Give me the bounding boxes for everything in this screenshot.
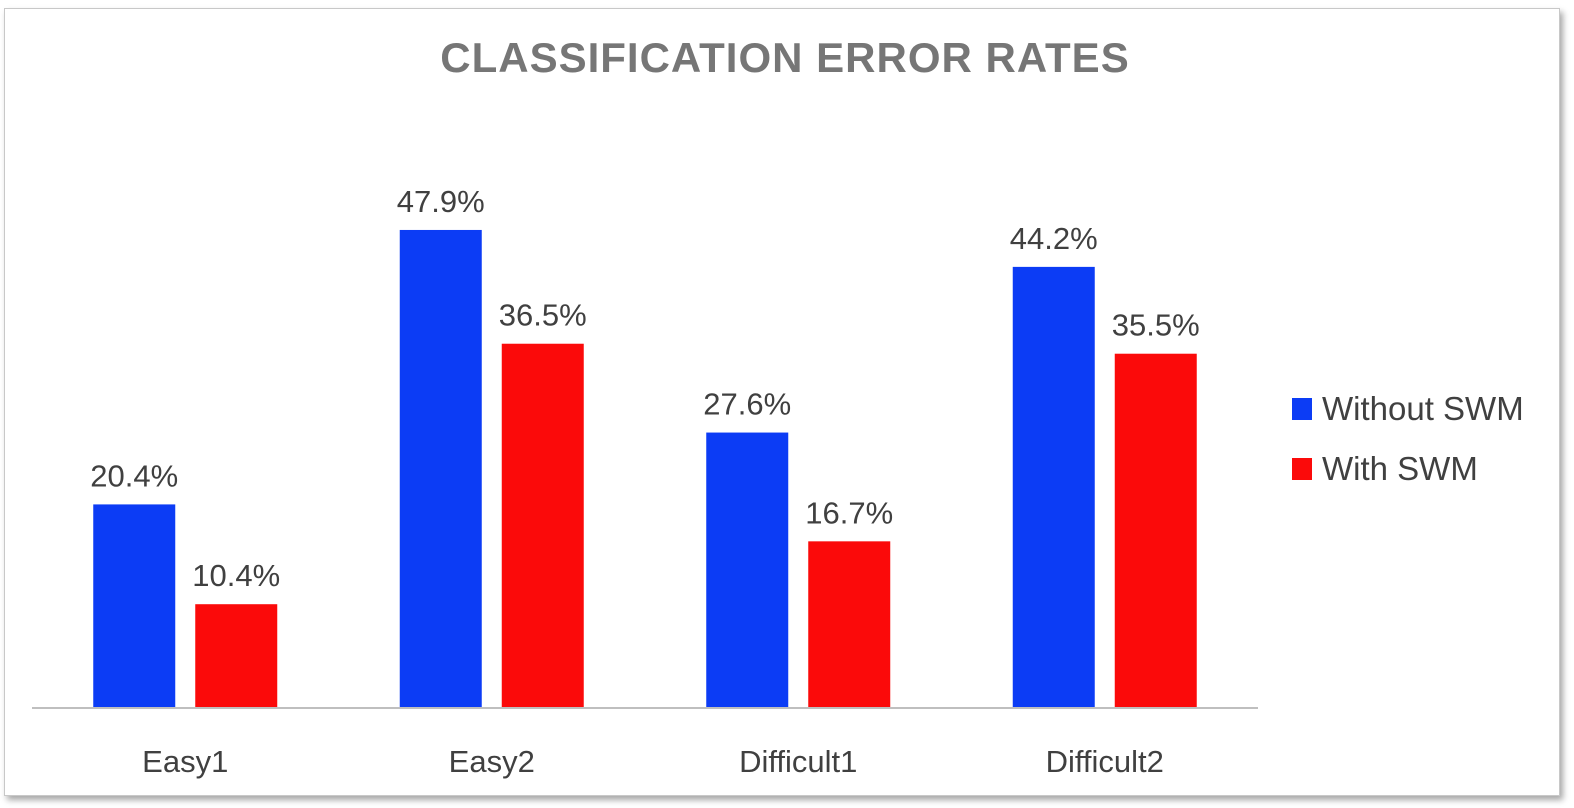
- value-labels-group: 20.4% 10.4% 47.9% 36.5% 27.6% 16.7% 44.2% 35.5%: [90, 184, 1199, 593]
- bar-difficult2-without-swm: [1012, 266, 1095, 708]
- data-label-easy2-with-swm: 36.5%: [499, 298, 587, 333]
- data-label-difficult2-with-swm: 35.5%: [1112, 308, 1200, 343]
- bar-easy2-with-swm: [501, 343, 584, 708]
- category-label-difficult2: Difficult2: [1046, 744, 1164, 779]
- data-label-difficult1-with-swm: 16.7%: [805, 495, 893, 530]
- bars-group: [93, 229, 1197, 708]
- category-labels-group: Easy1 Easy2 Difficult1 Difficult2: [142, 744, 1164, 779]
- legend-label-without-swm: Without SWM: [1322, 390, 1524, 427]
- bar-difficult2-with-swm: [1114, 353, 1197, 708]
- legend-swatch-without-swm: [1292, 398, 1312, 420]
- legend-swatch-with-swm: [1292, 458, 1312, 480]
- category-label-easy1: Easy1: [142, 744, 228, 779]
- bar-easy1-without-swm: [93, 504, 176, 708]
- bar-difficult1-with-swm: [808, 541, 891, 708]
- legend: Without SWM With SWM: [1292, 390, 1524, 487]
- data-label-easy1-with-swm: 10.4%: [192, 558, 280, 593]
- data-label-difficult2-without-swm: 44.2%: [1010, 221, 1098, 256]
- chart-title: CLASSIFICATION ERROR RATES: [440, 34, 1129, 81]
- data-label-easy2-without-swm: 47.9%: [397, 184, 485, 219]
- bar-easy2-without-swm: [399, 229, 482, 708]
- bar-difficult1-without-swm: [706, 432, 789, 708]
- legend-label-with-swm: With SWM: [1322, 450, 1478, 487]
- data-label-difficult1-without-swm: 27.6%: [703, 387, 791, 422]
- category-label-easy2: Easy2: [449, 744, 535, 779]
- category-label-difficult1: Difficult1: [739, 744, 857, 779]
- bar-easy1-with-swm: [195, 604, 278, 708]
- data-label-easy1-without-swm: 20.4%: [90, 458, 178, 493]
